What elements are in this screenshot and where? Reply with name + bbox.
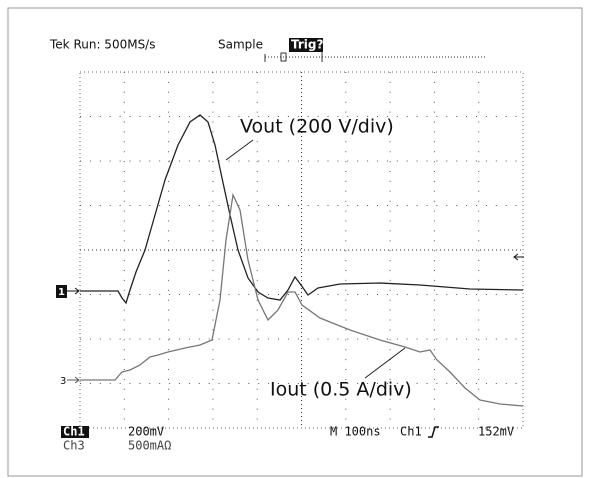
ch1-marker: 1 [58, 287, 65, 298]
iout-pointer [364, 347, 406, 379]
footer-trig-source: Ch1 [400, 425, 422, 439]
ch1-marker-box [56, 285, 67, 298]
trigger-bracket [264, 52, 485, 62]
trigger-level-arrow [513, 253, 524, 261]
vout-label: Vout (200 V/div) [240, 116, 394, 138]
ch3-arrow [67, 376, 80, 384]
footer-ch3-scale: 500mAΩ [128, 439, 171, 453]
footer-ch1: Ch1 [63, 425, 85, 439]
trigger-badge [289, 38, 323, 52]
vout-pointer [225, 139, 254, 161]
footer-ch1-scale: 200mV [128, 425, 164, 439]
slope-icon [428, 426, 439, 438]
iout-label: Iout (0.5 A/div) [270, 379, 412, 401]
iout-trace [80, 192, 524, 407]
status: Tek Run: 500MS/s [49, 38, 155, 52]
footer-trig-level: 152mV [478, 425, 514, 439]
graticule [79, 71, 524, 429]
trigger: Trig? [291, 38, 323, 52]
frame [7, 7, 583, 477]
ch1-badge [61, 426, 89, 438]
mode: Sample [218, 38, 263, 52]
ch3-marker: 3 [60, 376, 66, 387]
footer-timebase: M 100ns [330, 425, 381, 439]
ch1-arrow [67, 287, 80, 295]
footer-ch3: Ch3 [63, 439, 85, 453]
